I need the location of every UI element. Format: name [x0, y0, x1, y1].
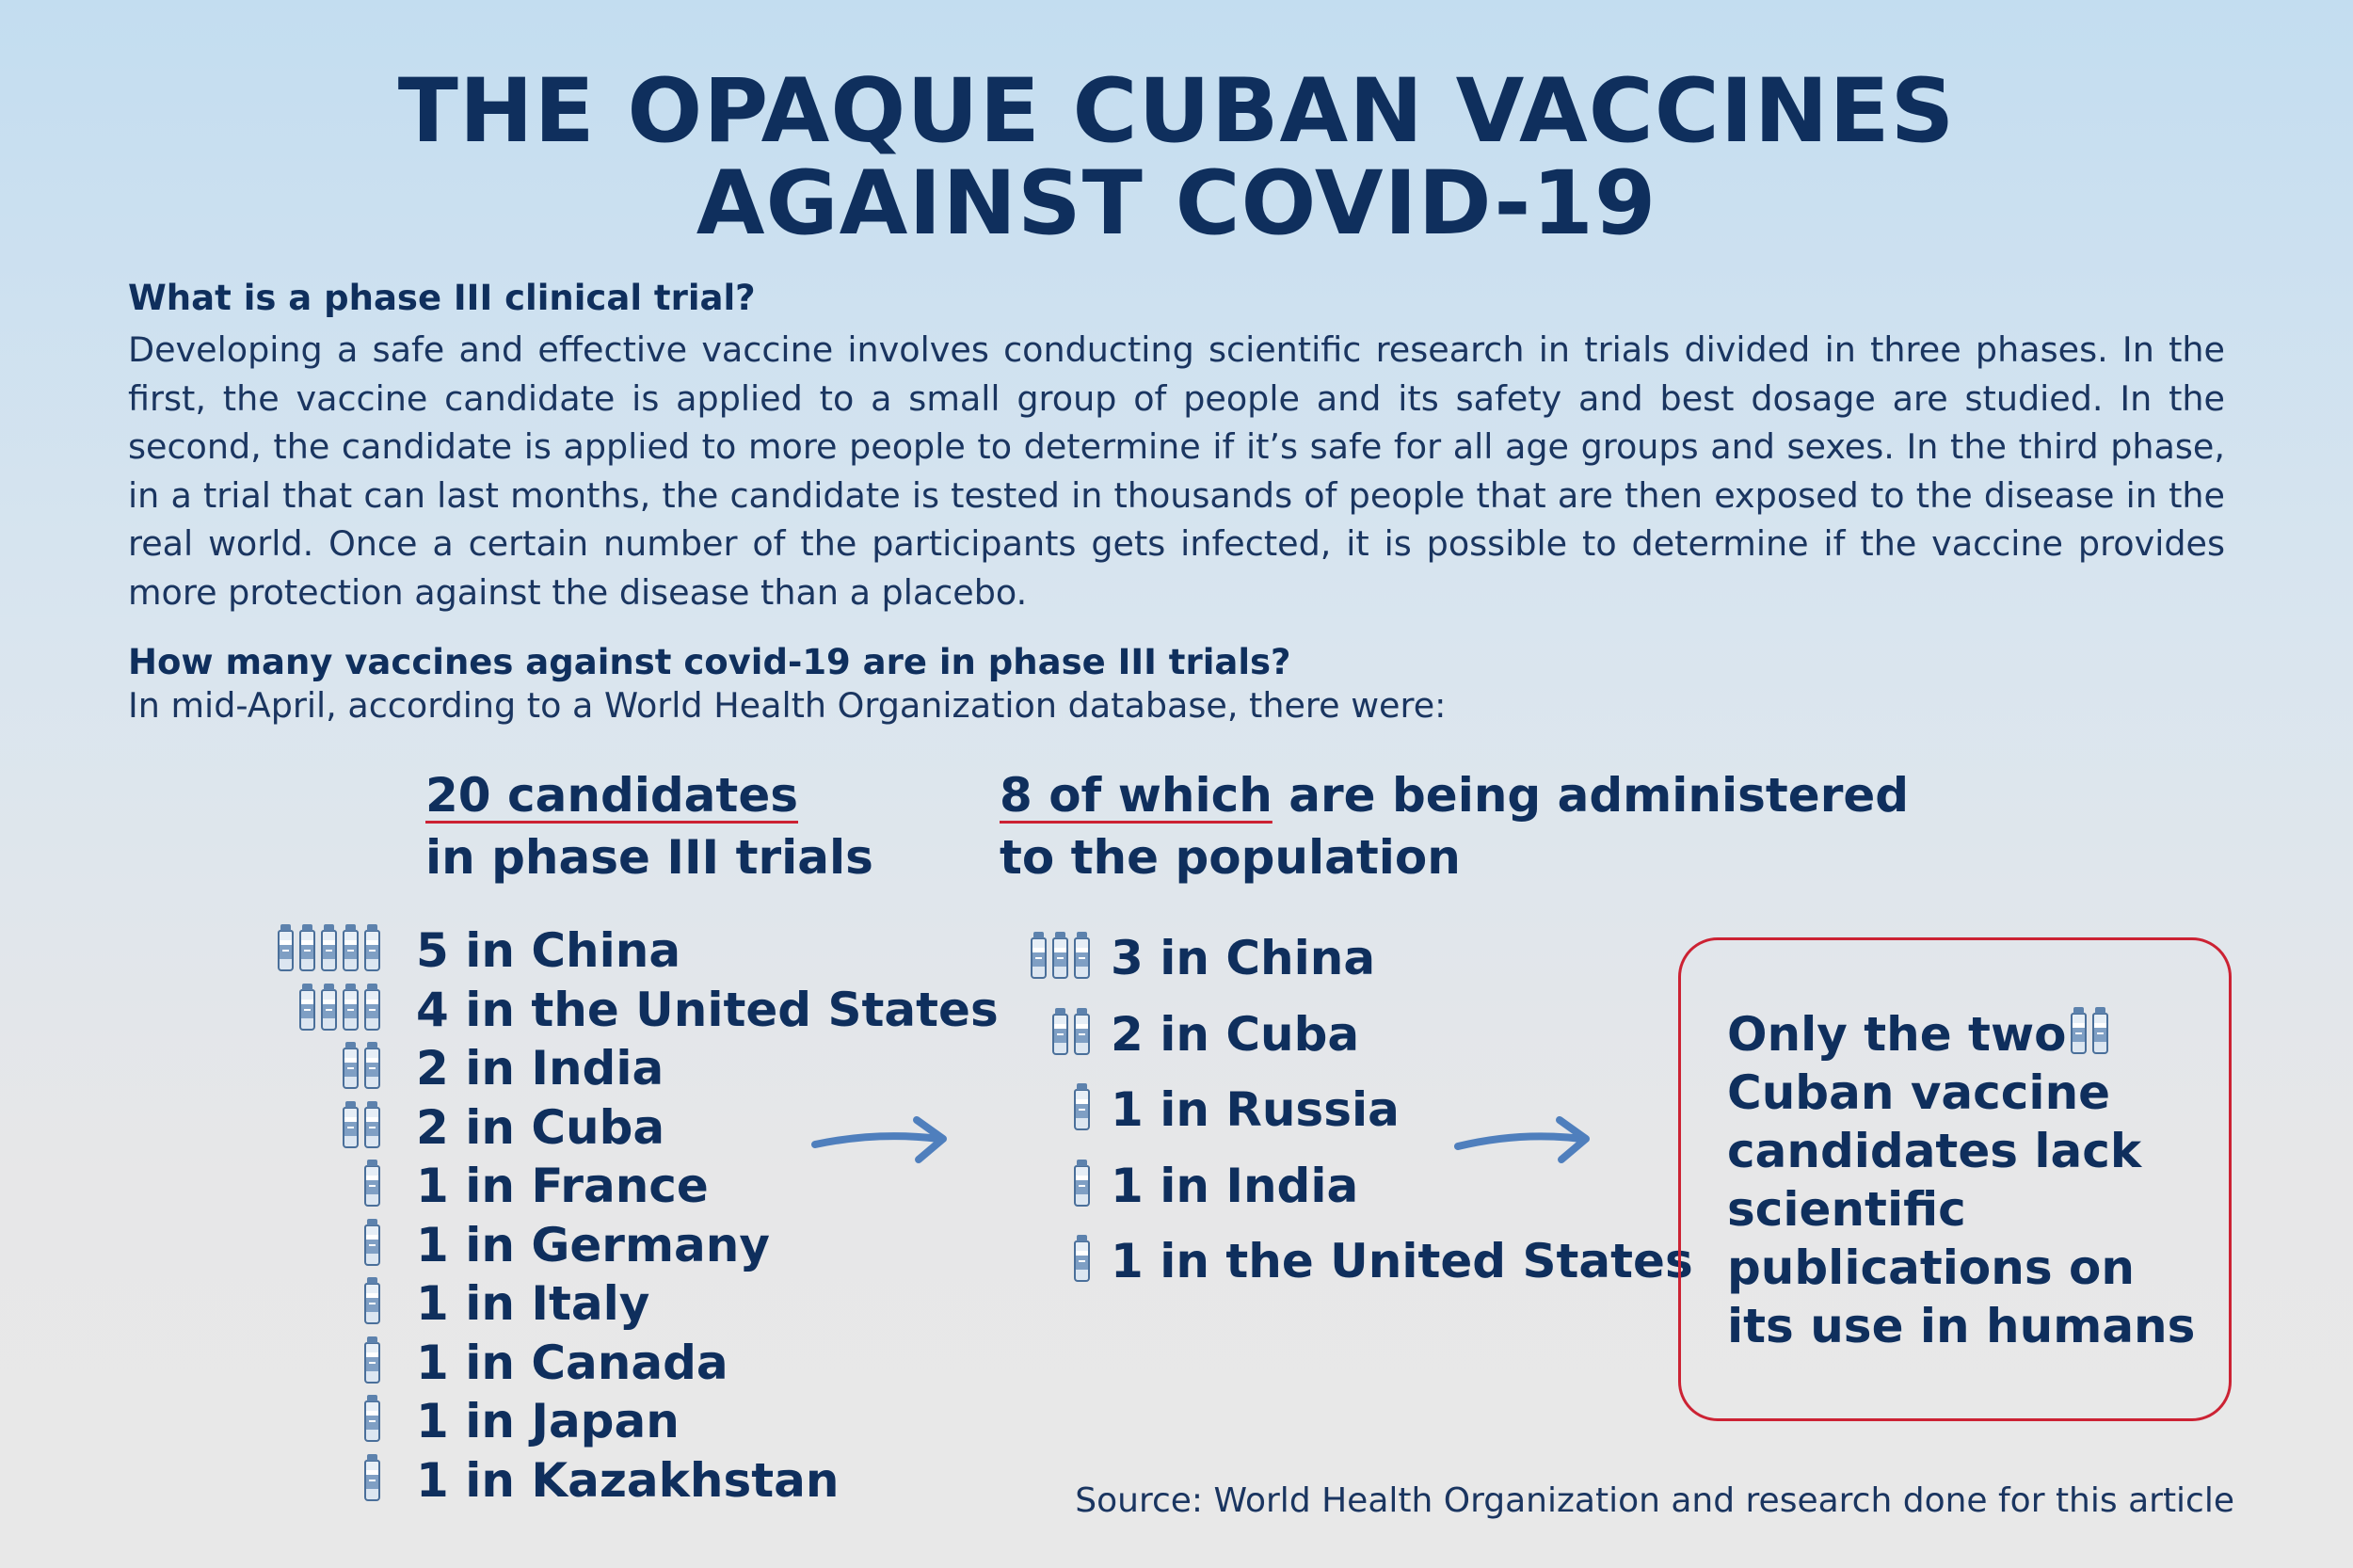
- vial: [364, 1336, 380, 1384]
- vial: [364, 983, 380, 1031]
- vaccine-vial-icon: [1052, 1007, 1090, 1055]
- country-row: 1 in France: [416, 1158, 709, 1214]
- vaccine-vial-icon: [364, 1160, 380, 1207]
- country-row: 2 in Cuba: [1111, 1006, 1359, 1063]
- vaccine-vial-icon: [364, 1453, 380, 1501]
- right-heading-rest: are being administered: [1272, 768, 1910, 823]
- country-row: 1 in Japan: [416, 1393, 680, 1449]
- vial: [1031, 932, 1047, 979]
- country-count-label: 1 in France: [416, 1159, 709, 1213]
- callout-part2: Cuban vaccine candidates lack scientific…: [1727, 1065, 2196, 1353]
- vaccine-vial-icon: [364, 1277, 380, 1324]
- country-count-label: 4 in the United States: [416, 982, 999, 1037]
- country-count-label: 2 in Cuba: [416, 1099, 665, 1155]
- country-row: 1 in Canada: [416, 1335, 728, 1391]
- vaccine-vial-icon: [364, 1218, 380, 1266]
- vaccine-vial-icon: [1074, 1159, 1090, 1207]
- vaccine-vial-icon: [299, 983, 380, 1031]
- arrow-right-icon: [1454, 1116, 1590, 1163]
- title-line-2: AGAINST COVID-19: [696, 152, 1657, 255]
- question-vaccine-count: How many vaccines against covid-19 are i…: [128, 642, 1291, 682]
- country-count-label: 1 in Canada: [416, 1335, 728, 1390]
- vaccine-vial-icon: [1074, 1083, 1090, 1130]
- country-row: 1 in Italy: [416, 1275, 649, 1332]
- country-row: 4 in the United States: [416, 982, 999, 1038]
- country-row: 1 in Germany: [416, 1217, 770, 1273]
- vial: [1074, 1159, 1090, 1207]
- country-row: 1 in Kazakhstan: [416, 1452, 840, 1509]
- vial: [364, 1453, 380, 1501]
- vaccine-vial-icon: [278, 924, 380, 971]
- vial: [1074, 1083, 1090, 1130]
- vial: [299, 983, 315, 1031]
- vial: [343, 1042, 359, 1089]
- country-count-label: 1 in the United States: [1111, 1234, 1693, 1288]
- country-row: 2 in Cuba: [416, 1099, 664, 1156]
- source-note: Source: World Health Organization and re…: [1075, 1481, 2234, 1520]
- vial: [364, 1277, 380, 1324]
- vaccine-vial-icon: [1031, 932, 1090, 979]
- country-row: 5 in China: [416, 922, 680, 979]
- country-row: 1 in the United States: [1111, 1233, 1693, 1289]
- country-count-label: 5 in China: [416, 923, 681, 978]
- vial: [1074, 1235, 1090, 1282]
- country-count-label: 1 in Germany: [416, 1217, 770, 1272]
- who-intro-text: In mid-April, according to a World Healt…: [128, 685, 1447, 726]
- country-count-label: 2 in Cuba: [1111, 1006, 1360, 1062]
- vial: [1074, 1007, 1090, 1055]
- country-count-label: 1 in Russia: [1111, 1082, 1400, 1137]
- vial: [2070, 1007, 2087, 1054]
- country-row: 3 in China: [1111, 930, 1375, 986]
- vial: [1052, 1007, 1068, 1055]
- vaccine-vial-icon: [343, 1100, 380, 1148]
- vial: [364, 924, 380, 971]
- country-row: 1 in India: [1111, 1158, 1358, 1214]
- right-heading-line2: to the population: [1000, 830, 1461, 885]
- vial: [278, 924, 294, 971]
- phase-three-explanation: Developing a safe and effective vaccine …: [128, 329, 2225, 613]
- country-count-label: 3 in China: [1111, 931, 1376, 985]
- callout-text: Only the two Cuban vaccine candidates la…: [1727, 1005, 2217, 1355]
- vaccine-vial-icon: [2070, 1007, 2108, 1054]
- right-column-heading: 8 of which are being administered to the…: [1000, 764, 1909, 888]
- vial: [364, 1042, 380, 1089]
- administered-count-highlight: 8 of which: [1000, 768, 1273, 823]
- question-phase-three: What is a phase III clinical trial?: [128, 278, 756, 318]
- arrow-right-icon: [811, 1116, 947, 1163]
- vial: [364, 1100, 380, 1148]
- country-count-label: 1 in India: [1111, 1158, 1359, 1213]
- country-count-label: 1 in Italy: [416, 1276, 650, 1331]
- vial: [321, 924, 337, 971]
- vial: [321, 983, 337, 1031]
- country-count-label: 1 in Kazakhstan: [416, 1452, 840, 1508]
- vial: [364, 1218, 380, 1266]
- callout-box: [1678, 937, 2232, 1421]
- vaccine-vial-icon: [343, 1042, 380, 1089]
- left-heading-line2: in phase III trials: [425, 830, 873, 885]
- candidates-count-highlight: 20 candidates: [425, 768, 798, 823]
- vaccine-vial-icon: [1074, 1235, 1090, 1282]
- vial: [1074, 932, 1090, 979]
- vial: [364, 1160, 380, 1207]
- vial: [343, 1100, 359, 1148]
- callout-part1: Only the two: [1727, 1007, 2067, 1062]
- vial: [343, 924, 359, 971]
- country-row: 1 in Russia: [1111, 1081, 1400, 1138]
- vial: [299, 924, 315, 971]
- vial: [2091, 1007, 2108, 1054]
- country-row: 2 in India: [416, 1040, 664, 1096]
- country-count-label: 2 in India: [416, 1041, 664, 1096]
- vial: [1052, 932, 1068, 979]
- title-line-1: THE OPAQUE CUBAN VACCINES: [397, 60, 1956, 163]
- left-column-heading: 20 candidates in phase III trials: [425, 764, 873, 888]
- country-count-label: 1 in Japan: [416, 1394, 680, 1448]
- vaccine-vial-icon: [364, 1395, 380, 1442]
- vial: [343, 983, 359, 1031]
- vaccine-vial-icon: [364, 1336, 380, 1384]
- vial: [364, 1395, 380, 1442]
- page-title: THE OPAQUE CUBAN VACCINES AGAINST COVID-…: [0, 66, 2353, 250]
